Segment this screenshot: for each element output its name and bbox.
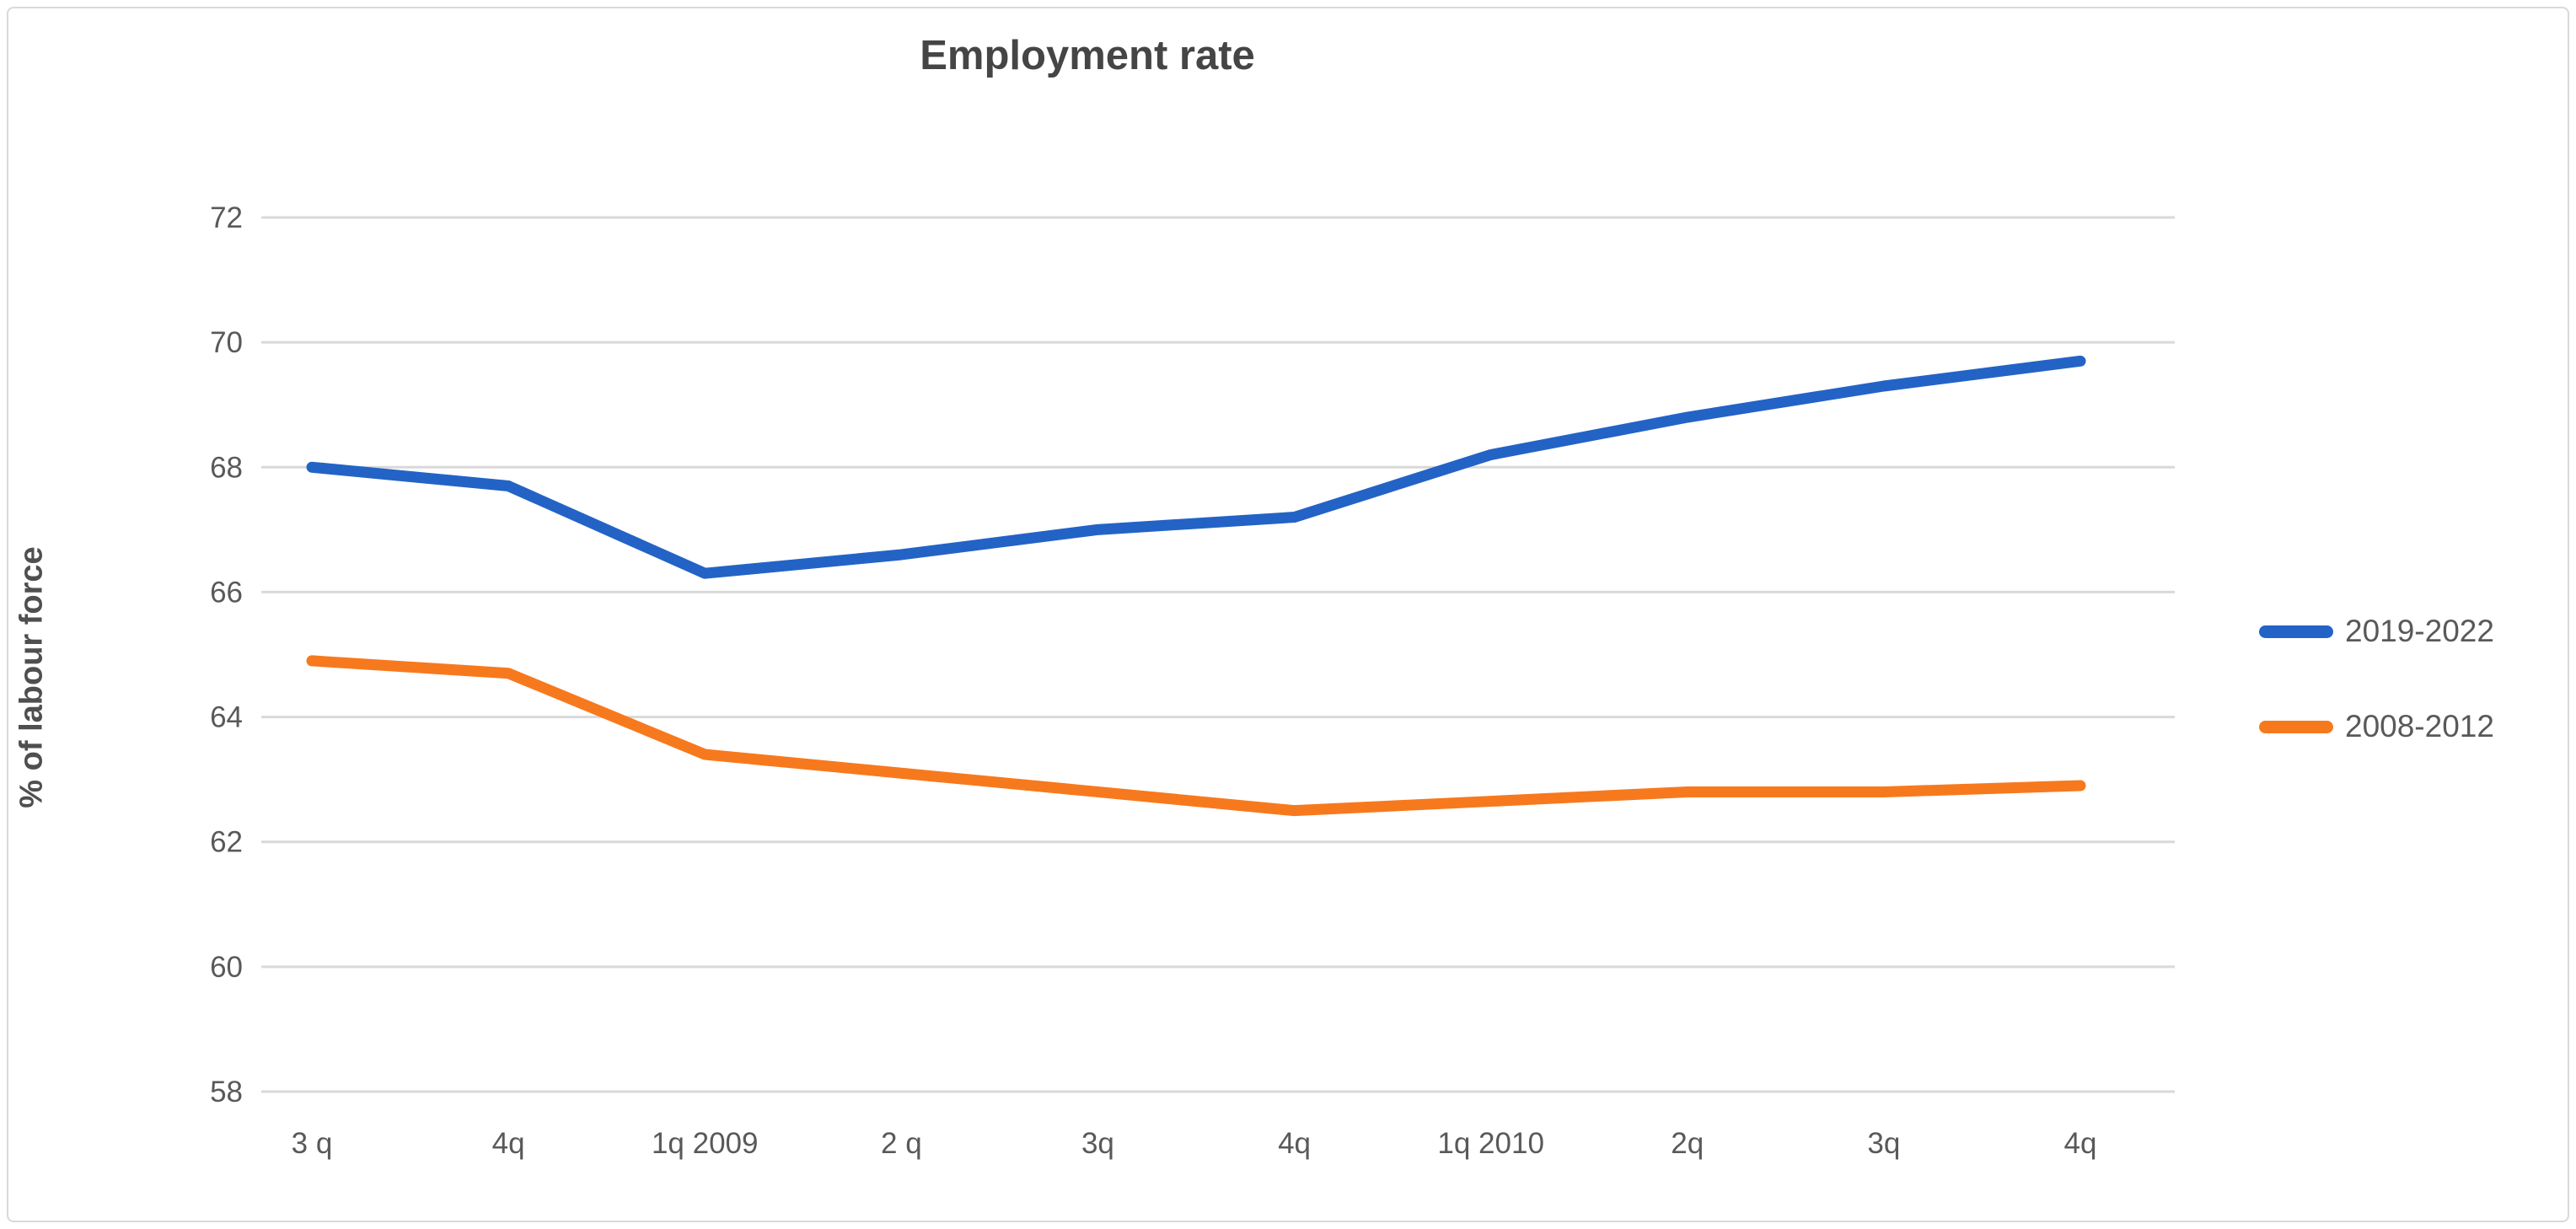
x-category-label: 2q [1671,1127,1704,1160]
x-category-label: 1q 2009 [652,1127,759,1160]
series-1-label: 2019-2022 [2345,614,2494,648]
legend-item: 2019-2022 [2259,614,2494,649]
x-category-label: 4q [1278,1127,1311,1160]
y-tick-label: 72 [210,201,243,234]
x-category-label: 4q [2064,1127,2097,1160]
legend-item: 2008-2012 [2259,709,2494,744]
x-category-label: 3q [1081,1127,1114,1160]
series-1-swatch [2259,625,2333,638]
chart-frame [7,7,2569,1222]
series-line-2008-2012 [306,655,2086,817]
x-category-label: 3 q [292,1127,333,1160]
y-tick-label: 64 [210,701,243,734]
x-category-label: 2 q [881,1127,922,1160]
y-tick-label: 68 [210,451,243,484]
series-2-swatch [2259,720,2333,733]
y-tick-label: 70 [210,326,243,359]
series-line-2019-2022 [306,355,2086,579]
x-category-label: 3q [1867,1127,1900,1160]
x-category-label: 4q [492,1127,525,1160]
chart-title: Employment rate [920,33,1255,78]
x-category-label: 1q 2010 [1437,1127,1544,1160]
y-tick-label: 60 [210,951,243,984]
y-tick-label: 62 [210,826,243,859]
y-tick-label: 66 [210,576,243,609]
y-tick-label: 58 [210,1076,243,1108]
series-2-label: 2008-2012 [2345,709,2494,743]
